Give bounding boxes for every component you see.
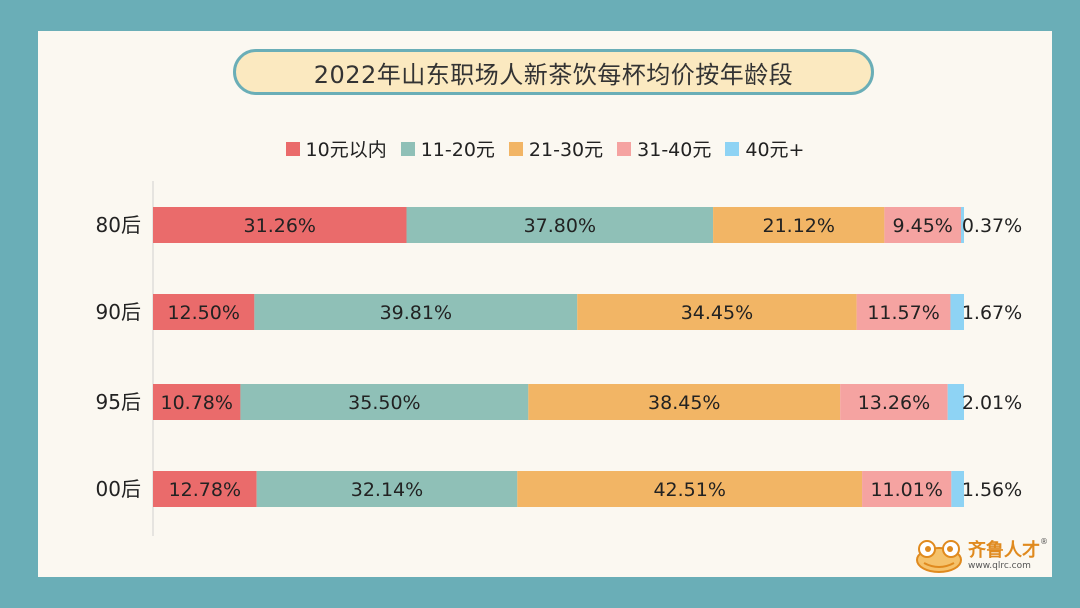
data-label: 42.51% (653, 479, 725, 501)
bar-segment (256, 471, 518, 507)
data-label: 38.45% (648, 392, 720, 414)
legend-label: 40元+ (745, 139, 805, 161)
y-tick-label: 90后 (96, 300, 141, 324)
registered-mark: ® (1040, 536, 1048, 546)
data-label: 37.80% (524, 215, 596, 237)
legend-item: 11-20元 (400, 135, 495, 162)
bar-segment (577, 294, 857, 330)
chart-title: 2022年山东职场人新茶饮每杯均价按年龄段 (233, 49, 874, 95)
bar-segment (517, 471, 863, 507)
stacked-bar-chart: 80后 31.26% 37.80% 21.12% 9.45% 0.37% 90后 12.50%… (96, 181, 1022, 536)
bar-segment (840, 384, 948, 420)
bar-segment (406, 207, 714, 243)
legend-label: 31-40元 (637, 139, 712, 161)
legend-swatch (400, 141, 415, 156)
legend-label: 21-30元 (528, 139, 604, 161)
legend-swatch (725, 141, 740, 156)
chart-legend: 10元以内 11-20元 21-30元 31-40元 40元+ (38, 135, 1052, 162)
brand-name: 齐鲁人才 (968, 539, 1040, 561)
data-label: 11.01% (870, 479, 942, 501)
bar-segment (254, 294, 578, 330)
data-label: 39.81% (380, 302, 452, 324)
legend-item: 21-30元 (508, 135, 604, 162)
legend-swatch (617, 141, 632, 156)
frog-icon (916, 540, 962, 573)
data-label: 32.14% (351, 479, 423, 501)
data-label: 21.12% (762, 215, 834, 237)
data-label: 35.50% (348, 392, 420, 414)
data-label: 12.78% (169, 479, 241, 501)
y-tick-label: 80后 (96, 213, 141, 237)
data-label: 0.37% (962, 215, 1022, 237)
legend-item: 10元以内 (285, 135, 387, 162)
legend-label: 10元以内 (305, 139, 387, 161)
bar-segment (528, 384, 841, 420)
legend-item: 31-40元 (617, 135, 711, 162)
bar-segment (884, 207, 961, 243)
data-label: 34.45% (681, 302, 753, 324)
bar-segment (951, 471, 964, 507)
y-tick-label: 00后 (96, 477, 141, 501)
data-label: 31.26% (244, 215, 316, 237)
brand-logo: 齐鲁人才 www.qlrc.com ® (914, 537, 1048, 573)
bar-segment (153, 471, 257, 507)
data-label: 10.78% (160, 392, 232, 414)
legend-item: 40元+ (725, 135, 804, 162)
bar-segment (947, 384, 964, 420)
legend-swatch (285, 141, 300, 156)
brand-url: www.qlrc.com (968, 560, 1031, 571)
data-label: 1.67% (962, 302, 1022, 324)
bar-segment (960, 207, 964, 243)
data-label: 13.26% (858, 392, 930, 414)
bar-segment (862, 471, 952, 507)
data-label: 1.56% (962, 479, 1022, 501)
y-tick-label: 95后 (96, 390, 141, 414)
legend-swatch (508, 141, 523, 156)
data-label: 12.50% (167, 302, 239, 324)
bar-segment (153, 207, 407, 243)
bar-segment (153, 384, 241, 420)
bar-segment (153, 294, 255, 330)
chart-card: 2022年山东职场人新茶饮每杯均价按年龄段 10元以内 11-20元 21-30元 3… (38, 31, 1052, 577)
bar-segment (240, 384, 529, 420)
bar-segment (713, 207, 885, 243)
data-label: 9.45% (892, 215, 952, 237)
legend-label: 11-20元 (420, 139, 495, 161)
bar-segment (950, 294, 964, 330)
data-label: 11.57% (867, 302, 939, 324)
bar-segment (856, 294, 951, 330)
data-label: 2.01% (962, 392, 1022, 414)
